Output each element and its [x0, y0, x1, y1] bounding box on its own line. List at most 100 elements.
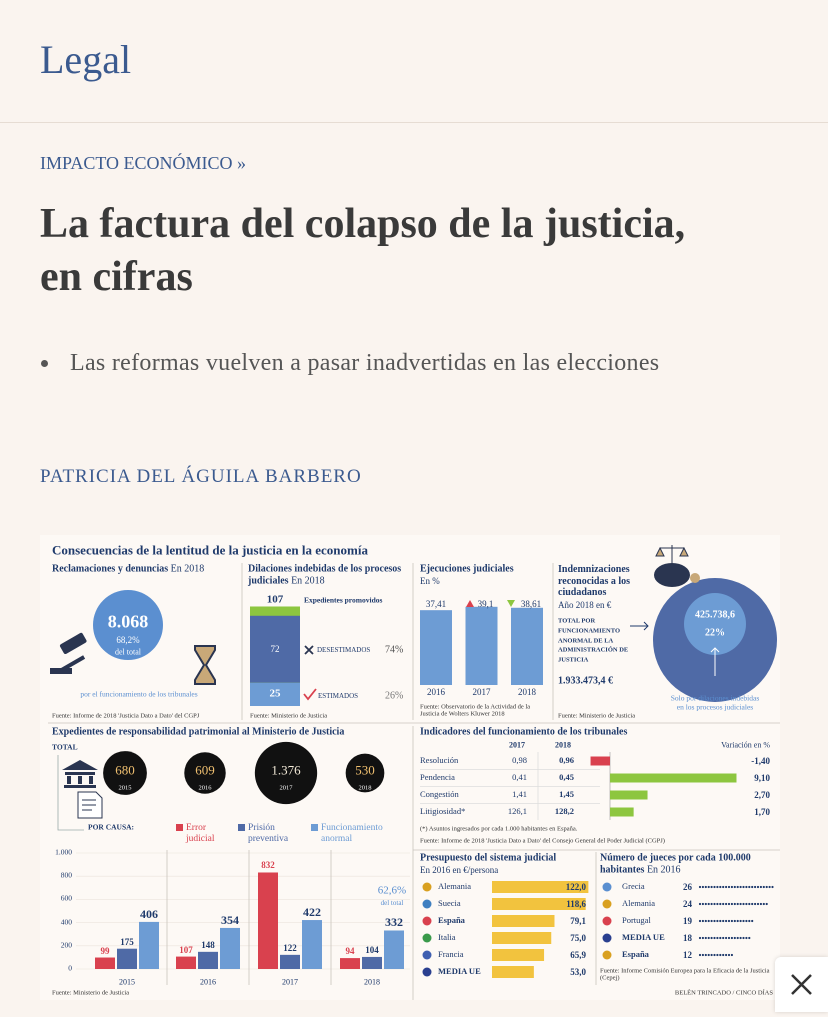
country-name: Italia [438, 932, 456, 943]
bar [117, 948, 137, 969]
source: Fuente: Informe de 2018 'Justicia Dato a… [52, 712, 200, 720]
total-value: 609 [195, 762, 215, 778]
flag [422, 933, 432, 943]
infographic-title: Consecuencias de la lentitud de la justi… [52, 542, 368, 558]
dot-row [698, 953, 734, 957]
legend-label: Prisión preventiva [248, 823, 289, 844]
country-name: España [438, 915, 465, 926]
country-name: Suecia [438, 898, 461, 909]
section-heading-part: Dilaciones indebidas de los procesos jud… [248, 563, 402, 587]
total-value: 1.376 [271, 762, 301, 778]
dot [722, 953, 725, 957]
dot [701, 902, 705, 906]
total-year: 2018 [358, 784, 372, 792]
execution-year: 2016 [427, 686, 445, 697]
dot [727, 902, 731, 906]
section-period: En 2016 en €/persona [420, 864, 499, 875]
budget-bar [492, 898, 586, 910]
bar [340, 958, 360, 969]
country-name: Alemania [622, 898, 656, 909]
dot [698, 885, 702, 889]
rejected-value: 72 [270, 644, 280, 655]
estimated-value: 25 [269, 688, 281, 701]
estimated-bar [250, 682, 300, 706]
dot [754, 902, 757, 906]
budget-value: 79,1 [570, 915, 586, 926]
section-heading-part: En 2016 [646, 864, 681, 875]
dot [716, 953, 719, 957]
dot [756, 885, 760, 889]
dot [707, 953, 710, 957]
dot [725, 919, 728, 923]
gavel-base [50, 668, 72, 674]
total-bubble [184, 752, 226, 794]
dot [745, 919, 748, 923]
execution-value: 37,41 [425, 598, 447, 609]
execution-year: 2017 [472, 686, 491, 697]
bullet-text: Las reformas vuelven a pasar inadvertida… [70, 350, 660, 376]
bar [198, 951, 218, 969]
dot [730, 885, 734, 889]
dot [698, 953, 702, 957]
dot [725, 953, 728, 957]
kicker[interactable]: IMPACTO ECONÓMICO » [40, 153, 247, 173]
delays-circle [684, 593, 746, 655]
variation-bar [610, 807, 634, 817]
close-button[interactable] [775, 957, 828, 1012]
indicator-name: Pendencia [420, 772, 455, 783]
divider [0, 122, 828, 123]
indicator-value: 1,45 [559, 789, 574, 800]
author[interactable]: PATRICIA DEL ÁGUILA BARBERO [40, 466, 362, 487]
bar [176, 956, 196, 969]
source: Fuente: Informe Comisión Europea para la… [600, 967, 770, 982]
x-tick-label: 2015 [119, 977, 135, 987]
dot [716, 902, 719, 906]
dot [722, 902, 725, 906]
bar [258, 872, 278, 969]
dot [719, 902, 722, 906]
dot [704, 919, 707, 923]
budget-bar [492, 932, 552, 944]
bar-value: 175 [120, 936, 134, 947]
dot [727, 885, 731, 889]
estimated-share: 26% [385, 690, 404, 702]
dot [730, 936, 734, 940]
bar [139, 921, 159, 969]
flag [422, 950, 432, 960]
flag [602, 950, 612, 960]
variation-header: Variación en % [721, 740, 770, 750]
dot [727, 953, 731, 957]
bar-value: 99 [100, 945, 110, 956]
budget-bar [492, 881, 589, 893]
turtle-shell [654, 563, 690, 587]
dot [765, 902, 768, 906]
note: (*) Asuntos ingresados por cada 1.000 ha… [420, 825, 578, 833]
budget-value: 53,0 [570, 966, 586, 977]
bar-value: 107 [179, 944, 193, 955]
country-name: MEDIA UE [622, 932, 665, 943]
source: Fuente: Ministerio de Justicia [52, 989, 130, 997]
bar [362, 956, 382, 969]
note-share: 62,6% [377, 884, 407, 897]
legend-label: Funcionamiento anormal [321, 823, 383, 844]
dot [745, 936, 748, 940]
section-period: Año 2018 en € [558, 599, 612, 610]
dot [710, 902, 713, 906]
indicator-value: 0,45 [559, 772, 574, 783]
bar-value: 332 [385, 915, 403, 930]
budget-value: 118,6 [566, 898, 586, 909]
dot [742, 936, 745, 940]
delays-amount: 425.738,6 [695, 609, 735, 621]
cause-label: POR CAUSA: [88, 822, 135, 832]
dot-row [698, 936, 751, 940]
total-year: 2016 [198, 784, 212, 792]
dot [736, 919, 739, 923]
execution-bar [511, 607, 543, 685]
judges-value: 12 [683, 949, 692, 960]
bank-icon [62, 760, 98, 788]
dot [719, 919, 722, 923]
section-heading-part: Número de jueces por cada 100.000 habita… [600, 852, 751, 876]
variation-value: 9,10 [754, 772, 770, 783]
dot [710, 953, 713, 957]
